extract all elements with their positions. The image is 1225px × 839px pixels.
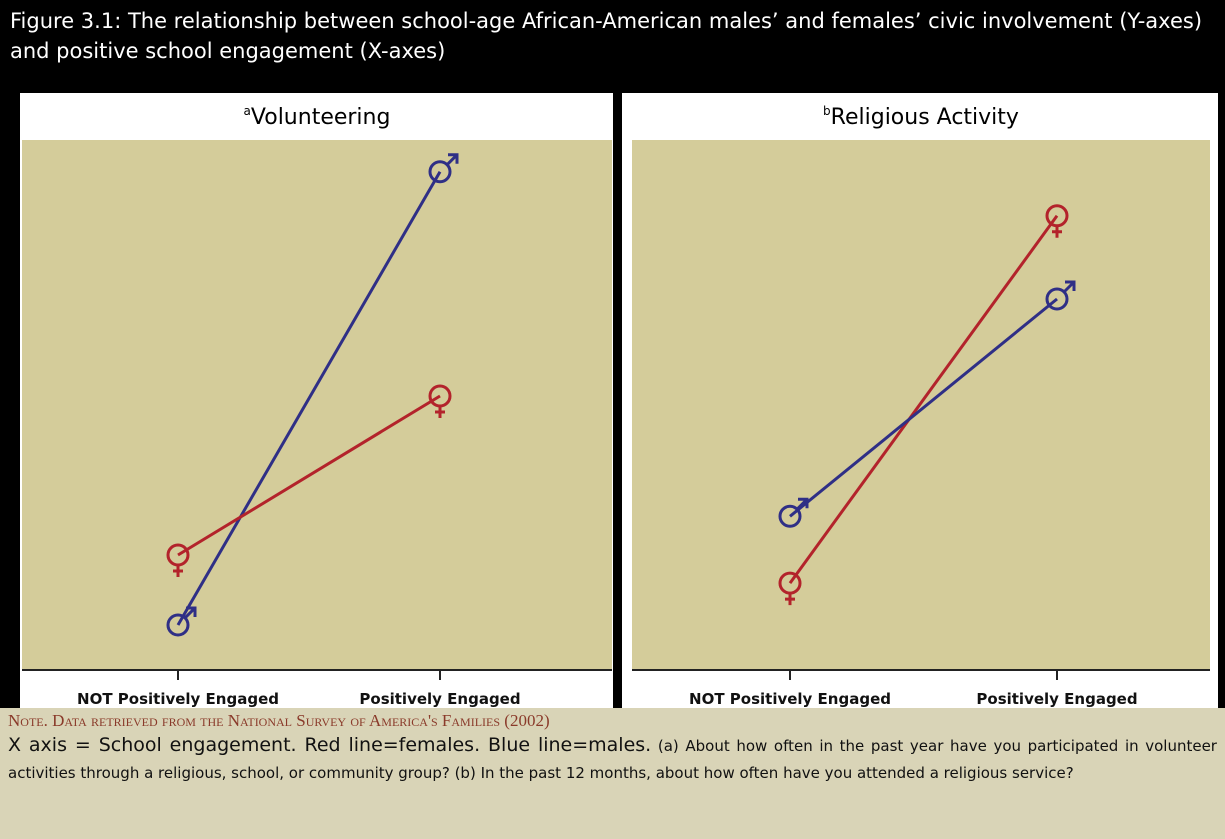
note-source: Note. Data retrieved from the National S…: [8, 711, 550, 730]
marker-circle: [778, 504, 802, 528]
marker-circle: [166, 613, 190, 637]
figure-title: Figure 3.1: The relationship between sch…: [0, 0, 1225, 93]
series-line: [176, 171, 442, 626]
marker-cross: [173, 564, 183, 577]
panel-title: aVolunteering: [244, 104, 391, 130]
panel-label: a: [244, 104, 251, 118]
note-text: X axis = School engagement. Red line=fem…: [8, 732, 1217, 787]
female-marker: [428, 384, 452, 418]
note-questions: (a) About how often in the past year hav…: [8, 737, 1217, 782]
female-marker: [1045, 204, 1069, 238]
marker-arrow: [1062, 280, 1076, 294]
panel-title: bReligious Activity: [823, 104, 1019, 130]
series-line: [177, 394, 441, 557]
male-marker: [428, 153, 459, 184]
marker-cross: [785, 593, 795, 606]
x-tick-label: NOT Positively Engaged: [77, 690, 279, 708]
panel-label: b: [823, 104, 831, 118]
x-tick-label: Positively Engaged: [976, 690, 1137, 708]
marker-circle: [778, 571, 802, 595]
x-tick-label: NOT Positively Engaged: [689, 690, 891, 708]
male-marker: [778, 497, 809, 528]
marker-cross: [435, 405, 445, 418]
male-marker: [166, 606, 197, 637]
series-line: [789, 297, 1058, 518]
note-lead: X axis = School engagement. Red line=fem…: [8, 734, 652, 756]
marker-arrow: [445, 153, 459, 166]
x-tick-label: Positively Engaged: [359, 690, 520, 708]
male-marker: [1045, 280, 1076, 311]
panel-title-text: Volunteering: [251, 105, 391, 130]
series-line: [788, 214, 1059, 584]
note: Note. Data retrieved from the National S…: [0, 708, 1225, 839]
panel-title-text: Religious Activity: [831, 105, 1019, 130]
marker-circle: [1045, 287, 1069, 311]
marker-arrow: [795, 497, 809, 511]
marker-circle: [428, 160, 452, 184]
marker-cross: [1052, 225, 1062, 238]
plot-area: [22, 140, 612, 670]
marker-arrow: [183, 606, 197, 620]
female-marker: [778, 571, 802, 606]
charts: aVolunteering NOT Positively Engaged Posit…: [20, 93, 1218, 708]
female-marker: [166, 543, 190, 577]
